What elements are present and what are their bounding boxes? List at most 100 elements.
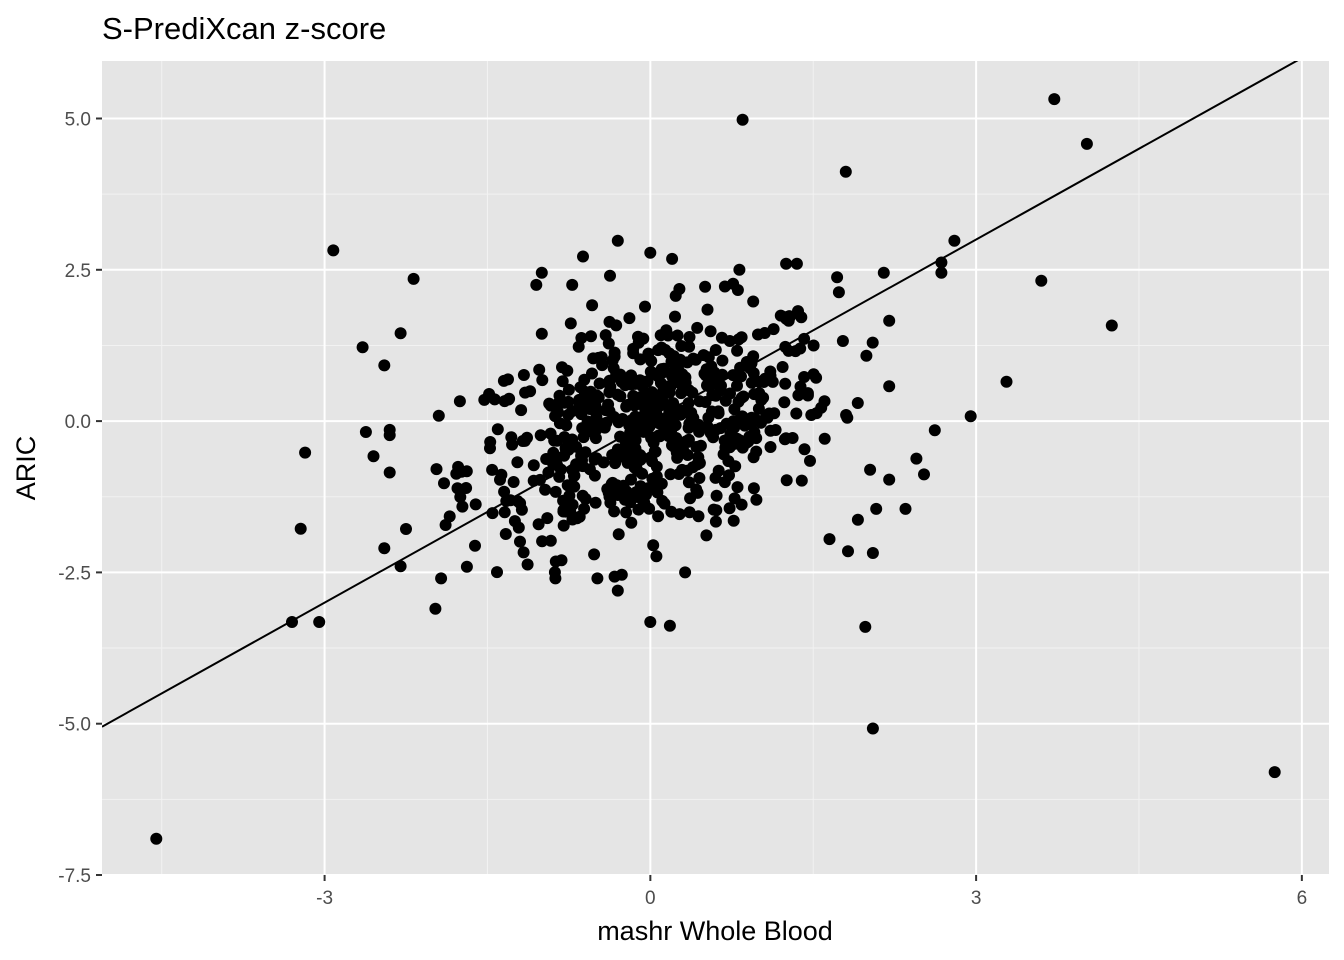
data-point xyxy=(597,456,610,469)
data-point xyxy=(646,472,659,485)
data-point xyxy=(700,529,713,542)
data-point xyxy=(750,493,763,506)
y-tick-label: 5.0 xyxy=(65,109,91,130)
x-tick-label: 3 xyxy=(971,888,982,909)
data-point xyxy=(731,481,744,494)
data-point xyxy=(566,405,579,418)
data-point xyxy=(728,421,741,434)
data-point xyxy=(556,361,568,374)
data-point xyxy=(666,252,679,265)
data-point xyxy=(576,460,589,473)
data-point xyxy=(553,389,566,402)
data-point xyxy=(650,550,663,563)
data-point xyxy=(603,490,616,503)
data-point xyxy=(367,450,380,463)
data-point xyxy=(604,269,616,282)
data-point xyxy=(798,332,811,345)
data-point xyxy=(452,460,465,473)
data-point xyxy=(535,327,548,340)
data-point xyxy=(693,457,706,469)
data-point xyxy=(683,331,696,343)
data-point xyxy=(588,548,601,561)
data-point xyxy=(866,722,879,735)
data-point xyxy=(432,409,445,422)
data-point xyxy=(499,528,512,540)
data-point xyxy=(555,554,568,567)
data-point xyxy=(577,250,589,263)
data-point xyxy=(469,539,481,552)
data-point xyxy=(603,315,616,328)
data-point xyxy=(763,407,776,420)
x-tick-label: 0 xyxy=(645,888,656,909)
data-point xyxy=(752,328,764,341)
data-point xyxy=(589,405,602,418)
data-point xyxy=(681,436,694,448)
data-point xyxy=(723,469,735,482)
data-point xyxy=(673,283,686,295)
x-tick-label: -3 xyxy=(316,888,333,909)
data-point xyxy=(818,432,831,445)
data-point xyxy=(564,317,577,330)
data-point xyxy=(776,361,789,373)
data-point xyxy=(625,516,638,529)
data-point xyxy=(654,377,667,389)
data-point xyxy=(750,432,763,445)
data-point xyxy=(486,463,499,476)
data-point xyxy=(491,566,503,579)
data-point xyxy=(747,482,760,495)
data-point xyxy=(693,472,706,484)
data-point xyxy=(780,257,793,270)
data-point xyxy=(407,272,420,285)
data-point xyxy=(327,244,340,257)
data-point xyxy=(497,374,510,387)
data-point xyxy=(1080,137,1093,150)
data-points xyxy=(150,93,1281,845)
data-point xyxy=(669,310,681,323)
data-point xyxy=(498,506,511,519)
data-point xyxy=(864,463,877,476)
data-point xyxy=(794,342,807,355)
data-point xyxy=(910,452,923,465)
data-point xyxy=(460,482,473,494)
data-point xyxy=(716,354,729,367)
data-point xyxy=(430,463,443,476)
data-point xyxy=(642,347,655,360)
data-point xyxy=(507,476,520,488)
data-point xyxy=(378,359,391,372)
data-point xyxy=(709,515,722,528)
data-point xyxy=(557,504,570,517)
data-point xyxy=(566,278,579,291)
data-point xyxy=(586,299,599,312)
data-point xyxy=(593,377,606,390)
data-point xyxy=(1048,93,1061,106)
data-point xyxy=(842,545,854,558)
data-point xyxy=(535,266,548,279)
data-point xyxy=(928,424,941,437)
data-point xyxy=(672,468,685,480)
data-point xyxy=(690,483,703,496)
data-point xyxy=(644,616,657,628)
data-point xyxy=(621,438,634,451)
data-point xyxy=(612,416,625,429)
data-point xyxy=(764,441,777,453)
data-point xyxy=(512,521,525,534)
y-tick-label: -2.5 xyxy=(58,563,91,584)
data-point xyxy=(621,373,634,385)
data-point xyxy=(689,353,702,366)
data-point xyxy=(515,404,528,417)
data-point xyxy=(517,369,530,381)
data-point xyxy=(1105,319,1118,332)
data-point xyxy=(498,485,511,498)
data-point xyxy=(534,473,546,486)
data-point xyxy=(383,466,396,479)
data-point xyxy=(656,418,669,431)
data-point xyxy=(572,340,585,353)
data-point xyxy=(671,329,684,342)
data-point xyxy=(534,429,547,442)
data-point xyxy=(935,266,948,279)
data-point xyxy=(611,443,624,456)
data-point xyxy=(591,572,604,585)
data-point xyxy=(723,502,736,515)
data-point xyxy=(662,329,675,342)
data-point xyxy=(460,560,473,573)
